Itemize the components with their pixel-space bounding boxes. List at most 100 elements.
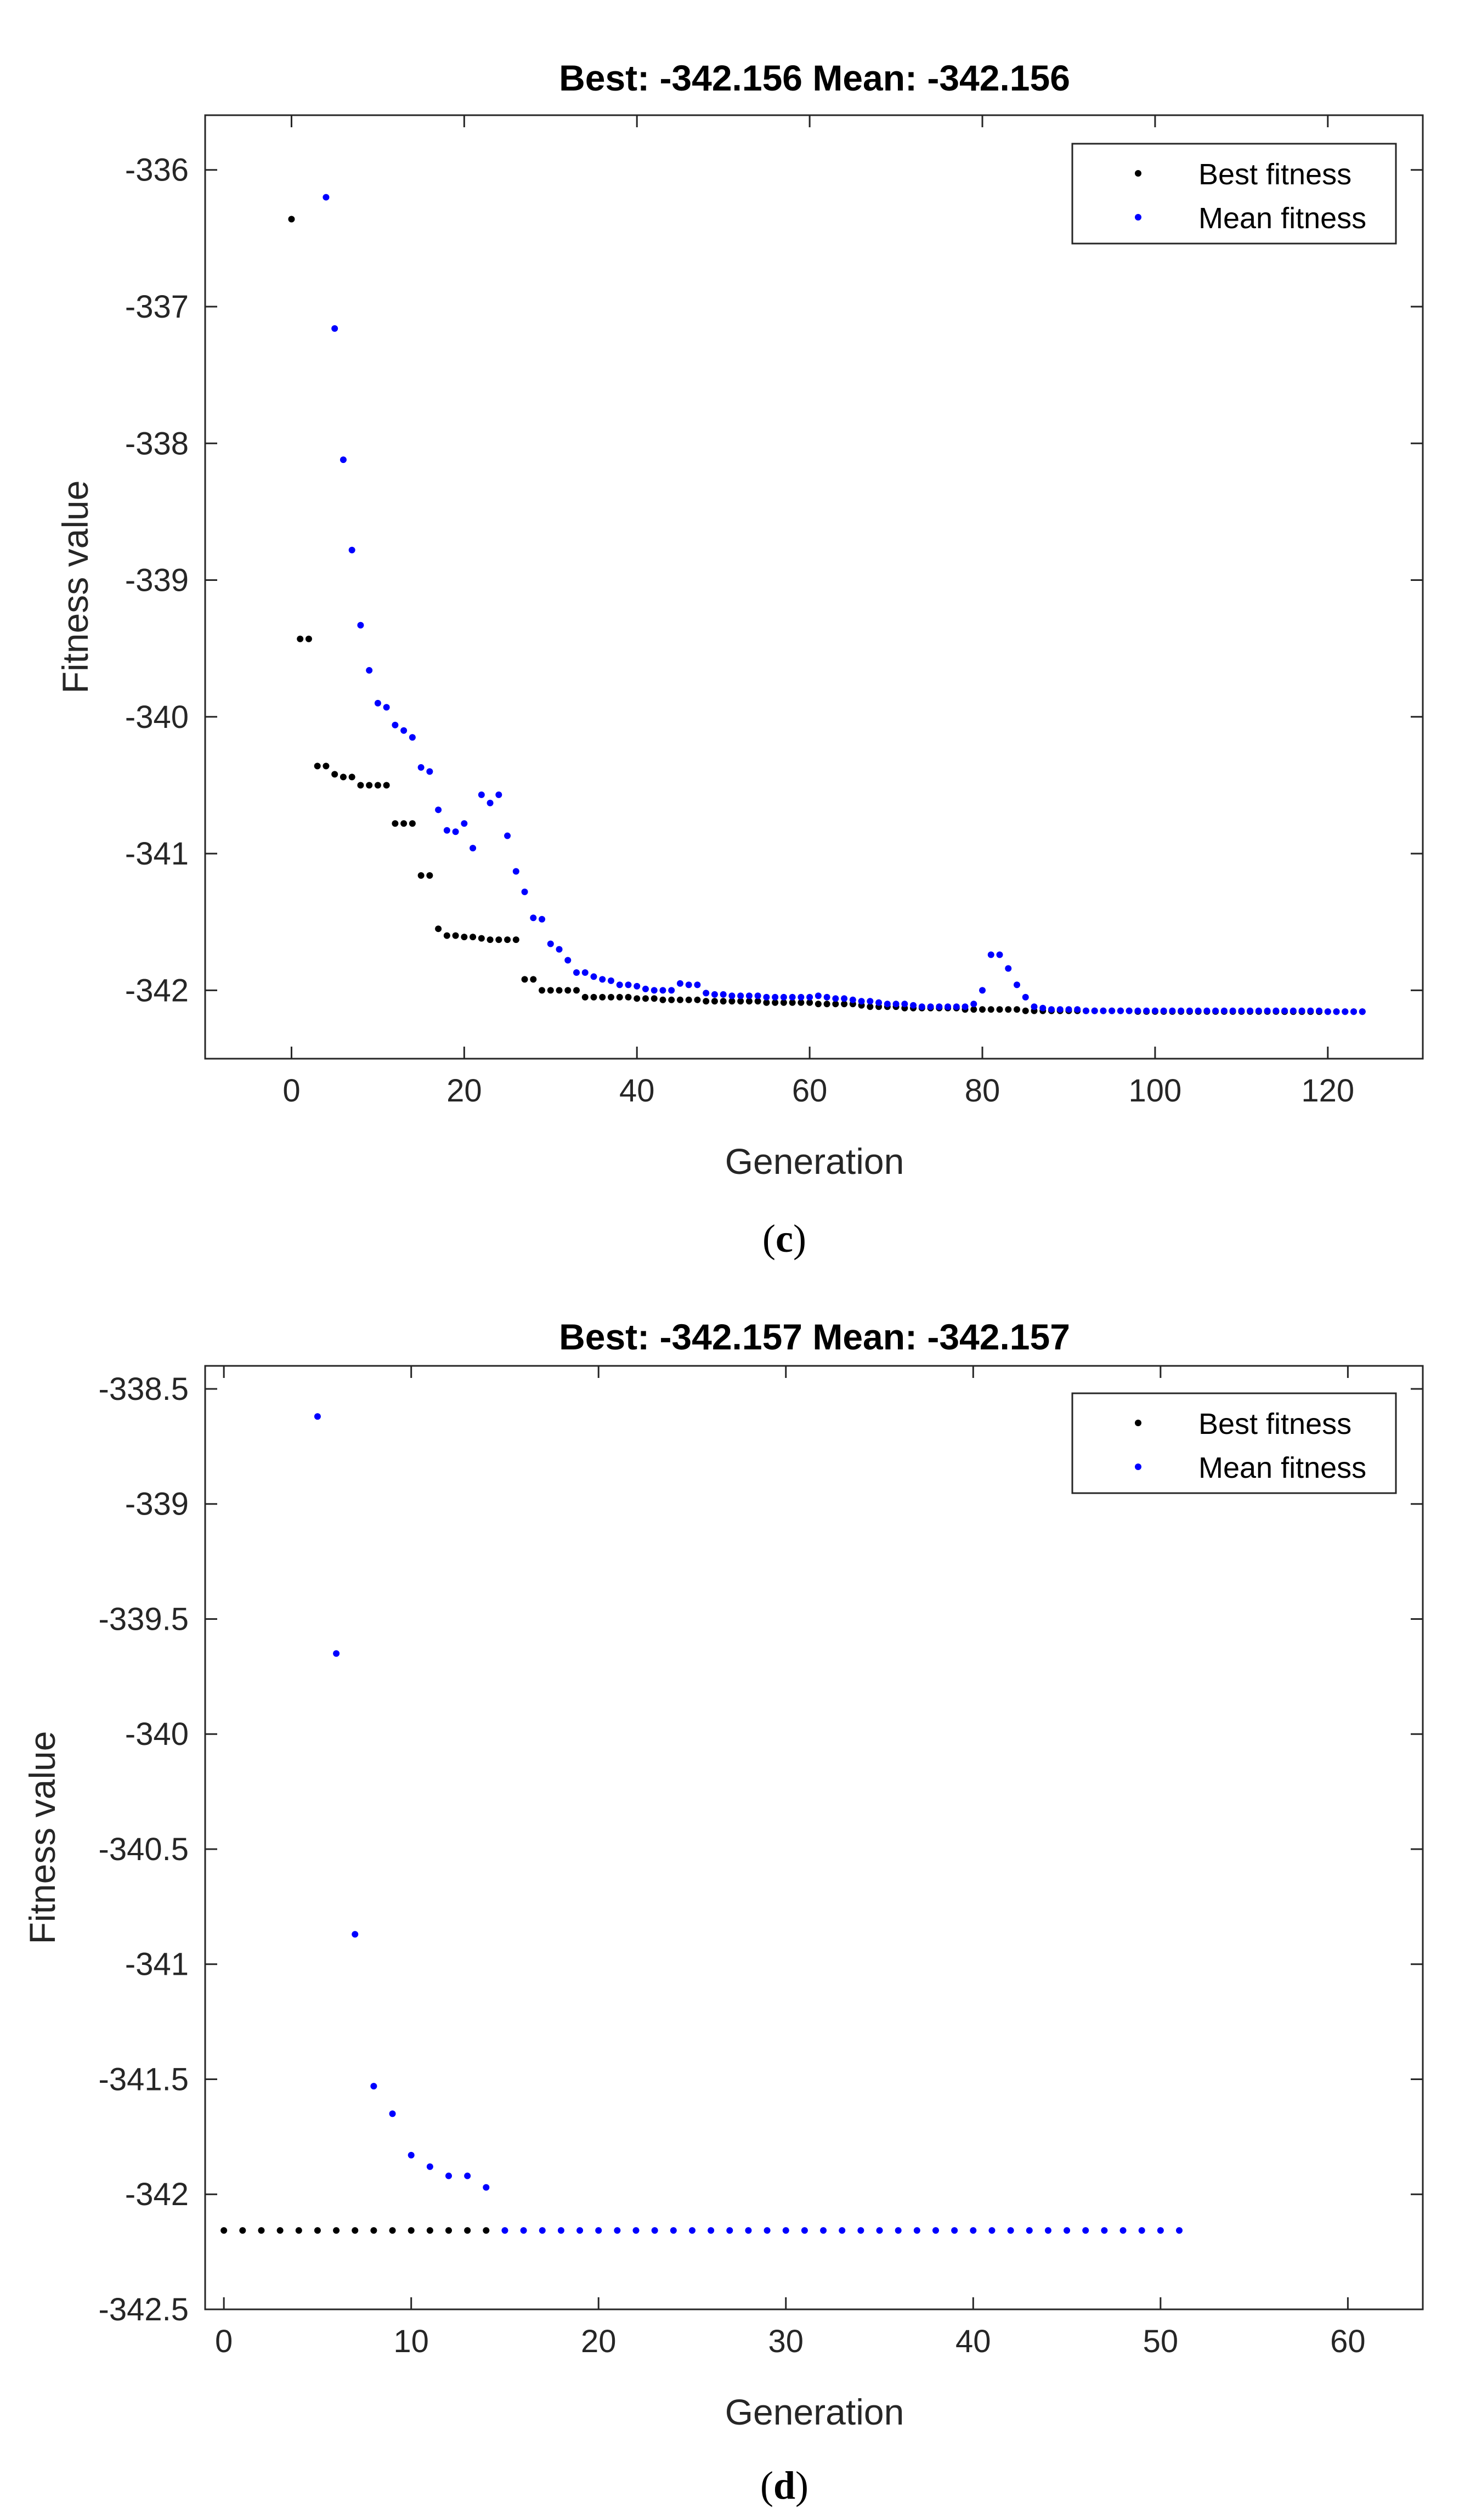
data-point-best-c — [400, 820, 408, 827]
data-point-best-c — [970, 1006, 977, 1013]
data-point-mean-c — [1247, 1007, 1254, 1014]
y-tick-label-c: -341 — [125, 836, 189, 872]
data-point-best-d — [370, 2227, 377, 2234]
data-point-mean-c — [642, 985, 649, 992]
data-point-best-c — [470, 934, 477, 941]
data-point-mean-c — [918, 1003, 925, 1010]
data-point-mean-d — [670, 2227, 677, 2234]
data-point-mean-c — [564, 957, 572, 964]
data-point-best-c — [573, 987, 580, 994]
panel-label-c: (c) — [762, 1217, 806, 1261]
data-point-mean-d — [445, 2172, 452, 2179]
chart-title-d: Best: -342.157 Mean: -342.157 — [559, 1316, 1070, 1357]
legend-marker-best-d — [1135, 1420, 1141, 1426]
data-point-best-c — [392, 820, 399, 827]
data-point-mean-c — [1186, 1007, 1193, 1014]
data-point-mean-d — [932, 2227, 939, 2234]
data-point-mean-c — [1056, 1006, 1064, 1013]
data-point-mean-c — [1126, 1007, 1133, 1014]
x-tick-label-c: 100 — [1129, 1073, 1182, 1109]
data-point-best-c — [789, 999, 796, 1006]
legend-c: Best fitness Mean fitness — [1071, 143, 1397, 245]
data-point-mean-c — [1342, 1008, 1349, 1015]
y-tick-label-d: -339.5 — [99, 1601, 189, 1637]
data-point-mean-c — [1333, 1008, 1340, 1015]
data-point-mean-d — [801, 2227, 808, 2234]
data-point-mean-c — [1281, 1007, 1288, 1014]
data-point-mean-c — [1151, 1007, 1158, 1014]
data-point-mean-d — [708, 2227, 715, 2234]
y-tick-label-d: -341.5 — [99, 2061, 189, 2097]
data-point-best-c — [340, 773, 347, 781]
legend-label-best-c: Best fitness — [1198, 158, 1351, 191]
data-point-mean-c — [1100, 1007, 1107, 1014]
data-point-best-d — [352, 2227, 359, 2234]
data-point-mean-c — [798, 993, 805, 1001]
data-point-mean-c — [1082, 1007, 1089, 1014]
data-point-mean-c — [426, 768, 433, 775]
data-point-best-c — [1005, 1006, 1012, 1013]
x-tick-label-d: 60 — [1330, 2324, 1366, 2359]
data-point-best-c — [512, 936, 519, 943]
data-point-best-c — [685, 996, 692, 1003]
data-point-mean-d — [820, 2227, 827, 2234]
data-point-mean-d — [651, 2227, 658, 2234]
data-point-mean-c — [556, 946, 563, 953]
data-point-mean-c — [927, 1003, 934, 1010]
data-point-mean-c — [892, 1001, 900, 1008]
data-point-mean-c — [1048, 1006, 1055, 1013]
data-point-mean-c — [400, 727, 408, 734]
data-point-best-d — [258, 2227, 265, 2234]
data-point-best-c — [590, 993, 597, 1001]
data-point-mean-d — [857, 2227, 864, 2234]
data-point-mean-c — [417, 764, 425, 771]
data-point-mean-c — [392, 721, 399, 728]
data-point-mean-c — [979, 987, 986, 994]
data-point-best-c — [461, 934, 468, 941]
data-point-mean-c — [1031, 1003, 1038, 1010]
data-point-mean-c — [884, 1001, 891, 1008]
axes-box-c — [204, 114, 1424, 1060]
data-point-mean-c — [823, 993, 830, 1001]
data-point-mean-d — [557, 2227, 564, 2234]
data-point-best-c — [711, 998, 718, 1005]
legend-box-d — [1071, 1392, 1397, 1494]
data-point-mean-c — [694, 981, 701, 988]
data-point-mean-c — [832, 995, 839, 1002]
data-point-mean-c — [512, 868, 519, 875]
data-point-mean-c — [1014, 981, 1020, 988]
data-point-best-c — [452, 932, 459, 939]
data-point-best-c — [737, 998, 744, 1005]
data-point-best-c — [305, 635, 312, 642]
data-point-best-c — [357, 782, 364, 789]
data-point-best-c — [780, 999, 787, 1006]
data-point-mean-c — [530, 914, 537, 922]
data-point-mean-c — [366, 667, 373, 674]
data-point-mean-d — [389, 2110, 396, 2117]
legend-marker-mean-c — [1135, 214, 1141, 221]
data-point-best-c — [426, 872, 433, 879]
data-point-best-d — [220, 2227, 228, 2234]
data-point-best-d — [445, 2227, 452, 2234]
data-point-mean-c — [953, 1003, 960, 1010]
data-point-mean-c — [780, 993, 787, 1001]
data-point-best-c — [556, 987, 563, 994]
y-tick-label-c: -338 — [125, 426, 189, 461]
data-point-best-c — [564, 987, 572, 994]
data-point-mean-c — [720, 991, 727, 998]
x-tick-label-c: 80 — [965, 1073, 1000, 1109]
panel-label-d: (d) — [760, 2464, 808, 2507]
data-point-mean-d — [895, 2227, 902, 2234]
x-tick-label-c: 0 — [282, 1073, 300, 1109]
data-point-best-c — [979, 1006, 986, 1013]
y-tick-label-d: -340 — [125, 1716, 189, 1752]
data-point-best-c — [1022, 1007, 1029, 1014]
data-point-mean-d — [314, 1413, 321, 1420]
data-point-best-c — [487, 936, 494, 943]
data-point-mean-c — [1212, 1007, 1219, 1014]
data-point-mean-c — [461, 820, 468, 827]
data-point-mean-c — [357, 621, 364, 629]
data-point-best-c — [417, 872, 425, 879]
data-point-mean-c — [1229, 1007, 1236, 1014]
y-tick-label-c: -336 — [125, 152, 189, 188]
